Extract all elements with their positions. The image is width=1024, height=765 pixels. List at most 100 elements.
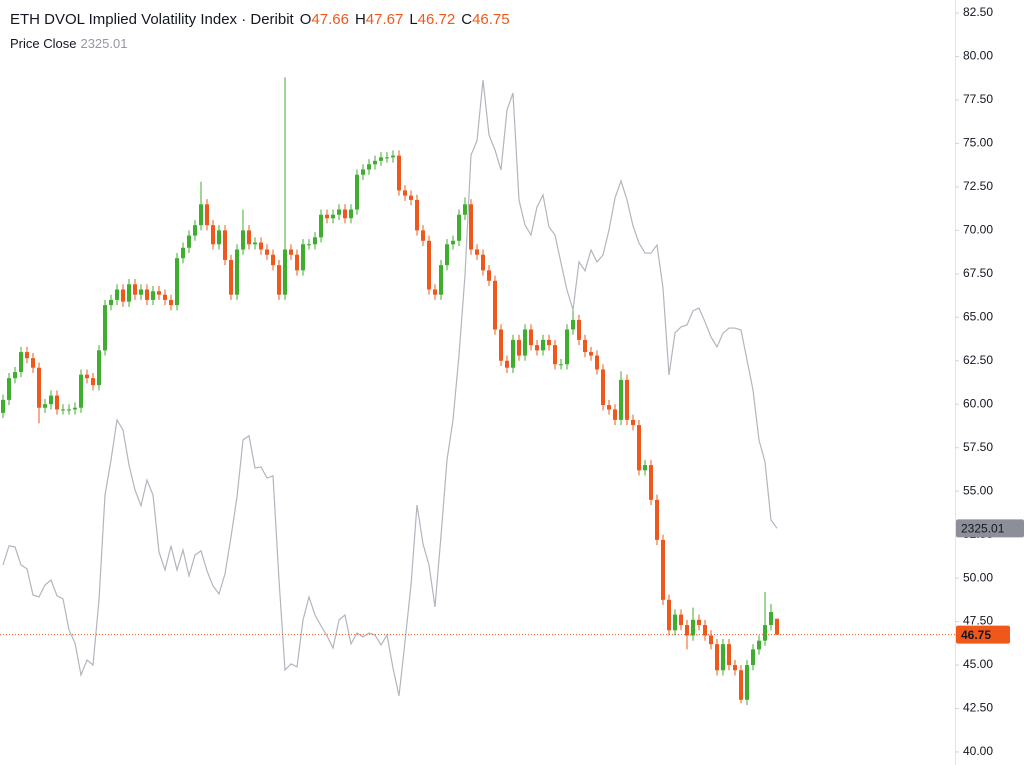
candle-body xyxy=(169,299,173,306)
candle-body xyxy=(19,352,23,373)
candle-body xyxy=(607,405,611,410)
candle-body xyxy=(739,670,743,700)
candle-body xyxy=(757,640,761,650)
candle-body xyxy=(289,249,293,255)
y-tick-label: 75.00 xyxy=(963,136,993,150)
candle-body xyxy=(319,214,323,238)
y-tick-label: 72.50 xyxy=(963,179,993,193)
ohlc-value: 47.66 xyxy=(311,11,349,28)
candle-body xyxy=(565,329,569,365)
price-axis-panel xyxy=(955,0,1024,765)
candle-body xyxy=(601,369,605,406)
candle-body xyxy=(661,539,665,600)
candle-body xyxy=(175,258,179,306)
candle-body xyxy=(487,270,491,281)
candle-body xyxy=(253,242,257,245)
candle-body xyxy=(25,352,29,359)
candle-body xyxy=(709,635,713,645)
candle-body xyxy=(121,289,125,302)
candle-body xyxy=(355,174,359,210)
last-price-label: 46.75 xyxy=(961,628,991,642)
candle-body xyxy=(721,644,725,671)
candle-body xyxy=(301,244,305,271)
overlay-name: Price Close xyxy=(10,36,77,51)
candle-body xyxy=(439,265,443,295)
candle-body xyxy=(763,625,767,641)
overlay-legend: Price Close 2325.01 xyxy=(10,36,127,51)
candle-body xyxy=(385,157,389,159)
candle-body xyxy=(511,339,515,368)
candle-body xyxy=(583,339,587,353)
y-tick-label: 40.00 xyxy=(963,744,993,758)
candle-body xyxy=(631,419,635,426)
candle-body xyxy=(91,378,95,386)
candle-body xyxy=(667,599,671,631)
candle-body xyxy=(523,329,527,356)
candle-body xyxy=(43,404,47,408)
y-tick-label: 55.00 xyxy=(963,483,993,497)
candle-body xyxy=(229,259,233,295)
candle-body xyxy=(373,160,377,165)
candle-body xyxy=(517,339,521,356)
candle-body xyxy=(415,199,419,231)
candle-body xyxy=(331,214,335,219)
candle-body xyxy=(37,367,41,408)
candle-body xyxy=(469,204,473,250)
candle-body xyxy=(637,425,641,471)
y-tick-label: 67.50 xyxy=(963,266,993,280)
candle-body xyxy=(1,399,5,413)
candle-body xyxy=(217,230,221,245)
y-tick-label: 47.50 xyxy=(963,614,993,628)
candle-body xyxy=(775,618,779,635)
candle-body xyxy=(157,291,161,295)
y-tick-label: 82.50 xyxy=(963,5,993,19)
candle-body xyxy=(625,379,629,420)
candle-body xyxy=(589,352,593,356)
candle-body xyxy=(481,254,485,271)
candle-body xyxy=(337,209,341,215)
candle-body xyxy=(271,254,275,266)
candle-body xyxy=(679,614,683,626)
candle-body xyxy=(115,289,119,300)
candle-body xyxy=(595,355,599,370)
candle-body xyxy=(733,665,737,671)
candle-body xyxy=(145,289,149,300)
y-tick-label: 57.50 xyxy=(963,440,993,454)
candle-body xyxy=(493,280,497,330)
candle-body xyxy=(655,499,659,540)
candle-body xyxy=(433,289,437,295)
candle-body xyxy=(499,329,503,361)
ohlc-value: 47.67 xyxy=(365,11,404,28)
candle-body xyxy=(79,374,83,408)
ohlc-letter: H xyxy=(354,11,366,28)
y-tick-label: 65.00 xyxy=(963,309,993,323)
candle-body xyxy=(613,409,617,420)
candle-body xyxy=(403,190,407,196)
candle-body xyxy=(277,265,281,295)
chart-header: ETH DVOL Implied Volatility Index · Deri… xyxy=(10,9,510,31)
candle-body xyxy=(199,204,203,226)
candle-body xyxy=(457,214,461,241)
candle-body xyxy=(547,339,551,346)
overlay-price-tag xyxy=(956,519,1024,538)
last-price-tag xyxy=(956,625,1010,644)
candle-body xyxy=(409,195,413,200)
candle-body xyxy=(697,619,701,626)
candle-body xyxy=(535,345,539,351)
candle-body xyxy=(163,294,167,300)
candle-body xyxy=(85,374,89,379)
candle-body xyxy=(205,204,209,226)
candle-body xyxy=(109,299,113,306)
candle-body xyxy=(463,204,467,215)
ohlc-letter: O xyxy=(299,11,312,28)
candle-body xyxy=(139,289,143,295)
y-tick-label: 77.50 xyxy=(963,92,993,106)
candle-body xyxy=(133,284,137,295)
candle-body xyxy=(445,244,449,266)
candle-body xyxy=(325,214,329,219)
candle-body xyxy=(553,345,557,365)
candle-body xyxy=(649,465,653,500)
candle-body xyxy=(541,339,545,351)
y-tick-label: 62.50 xyxy=(963,353,993,367)
